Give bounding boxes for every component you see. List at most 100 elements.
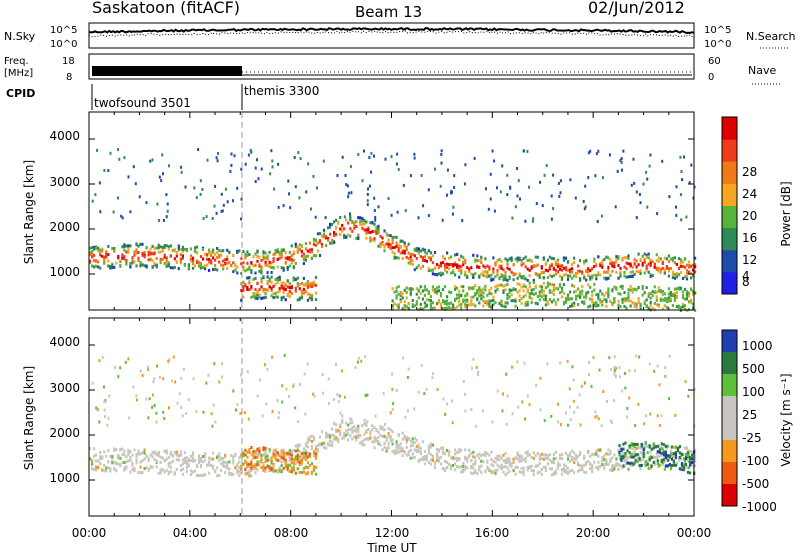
range-gate-cell <box>658 451 661 454</box>
range-gate-cell <box>476 288 479 292</box>
range-gate-cell <box>569 451 572 455</box>
range-gate-cell <box>268 285 271 289</box>
range-gate-cell <box>129 244 132 248</box>
range-gate-cell <box>677 287 681 291</box>
range-gate-cell <box>462 260 465 264</box>
range-gate-cell <box>623 459 626 463</box>
range-gate-cell <box>325 432 328 436</box>
range-gate-cell <box>589 149 592 153</box>
range-gate-cell <box>433 266 437 270</box>
range-gate-cell <box>441 307 445 310</box>
range-gate-cell <box>502 276 505 280</box>
range-gate-cell <box>526 450 529 454</box>
range-gate-cell <box>560 472 564 476</box>
range-gate-cell <box>417 251 420 255</box>
range-gate-cell <box>520 455 523 459</box>
range-gate-cell <box>278 454 281 458</box>
range-gate-cell <box>153 404 156 407</box>
range-gate-cell <box>333 421 336 425</box>
range-gate-cell <box>391 236 394 239</box>
range-gate-cell <box>240 289 243 293</box>
range-gate-cell <box>167 455 170 459</box>
range-gate-cell <box>591 453 594 456</box>
range-gate-cell <box>573 410 576 414</box>
range-gate-cell <box>448 267 451 271</box>
range-gate-cell <box>528 258 531 262</box>
range-gate-cell <box>534 453 537 457</box>
range-gate-cell <box>489 172 492 176</box>
range-gate-cell <box>640 444 643 448</box>
range-gate-cell <box>165 215 168 219</box>
range-gate-cell <box>355 435 358 439</box>
range-gate-cell <box>532 217 535 221</box>
range-gate-cell <box>385 438 388 442</box>
range-gate-cell <box>125 259 128 262</box>
range-gate-cell <box>474 456 477 460</box>
range-gate-cell <box>296 284 299 288</box>
range-gate-cell <box>544 262 547 266</box>
range-gate-cell <box>222 267 225 271</box>
range-gate-cell <box>123 461 126 464</box>
range-gate-cell <box>484 265 487 269</box>
range-gate-cell <box>577 461 580 465</box>
range-gate-cell <box>134 182 137 186</box>
range-gate-cell <box>556 461 560 465</box>
range-gate-cell <box>639 467 642 471</box>
station-title: Saskatoon (fitACF) <box>92 0 240 17</box>
range-gate-cell <box>365 437 368 441</box>
range-gate-cell <box>623 291 626 294</box>
range-gate-cell <box>431 254 434 258</box>
range-gate-cell <box>409 174 412 178</box>
range-gate-cell <box>274 457 277 461</box>
range-gate-cell <box>528 285 531 289</box>
range-gate-cell <box>572 399 575 403</box>
range-gate-cell <box>333 233 336 237</box>
range-gate-cell <box>288 282 291 286</box>
range-gate-cell <box>103 385 105 389</box>
range-gate-cell <box>435 292 439 296</box>
range-gate-cell <box>491 149 494 153</box>
range-gate-cell <box>284 460 287 464</box>
range-gate-cell <box>306 280 309 284</box>
range-gate-cell <box>520 297 523 300</box>
range-gate-cell <box>623 274 626 278</box>
range-gate-cell <box>657 304 660 308</box>
range-gate-cell <box>407 261 410 265</box>
range-gate-cell <box>599 262 602 266</box>
range-gate-cell <box>472 287 475 291</box>
range-gate-cell <box>320 243 324 247</box>
range-gate-cell <box>653 290 656 294</box>
range-gate-cell <box>296 298 299 302</box>
range-gate-cell <box>366 420 369 424</box>
range-gate-cell <box>462 380 465 383</box>
range-gate-cell <box>560 268 564 272</box>
range-gate-cell <box>117 254 120 258</box>
range-gate-cell <box>567 423 569 427</box>
range-gate-cell <box>643 271 646 275</box>
range-gate-cell <box>471 366 473 370</box>
range-gate-cell <box>226 255 229 259</box>
range-gate-cell <box>422 204 425 208</box>
range-gate-cell <box>120 214 123 218</box>
range-gate-cell <box>173 471 176 475</box>
range-gate-cell <box>310 470 313 474</box>
range-gate-cell <box>452 464 455 467</box>
range-gate-cell <box>603 293 606 297</box>
range-gate-cell <box>125 460 128 464</box>
range-gate-cell <box>280 248 283 252</box>
range-gate-cell <box>552 471 555 475</box>
range-gate-cell <box>605 304 608 308</box>
range-gate-cell <box>260 454 263 458</box>
range-gate-cell <box>139 460 142 464</box>
range-gate-cell <box>115 462 118 466</box>
range-gate-cell <box>415 292 418 296</box>
range-gate-cell <box>599 264 602 268</box>
range-gate-cell <box>407 242 410 246</box>
range-gate-cell <box>236 249 239 253</box>
range-gate-cell <box>331 427 334 431</box>
range-gate-cell <box>677 304 681 308</box>
range-gate-cell <box>329 232 332 236</box>
range-gate-cell <box>532 473 535 477</box>
range-gate-cell <box>304 255 307 259</box>
range-gate-cell <box>524 417 527 421</box>
